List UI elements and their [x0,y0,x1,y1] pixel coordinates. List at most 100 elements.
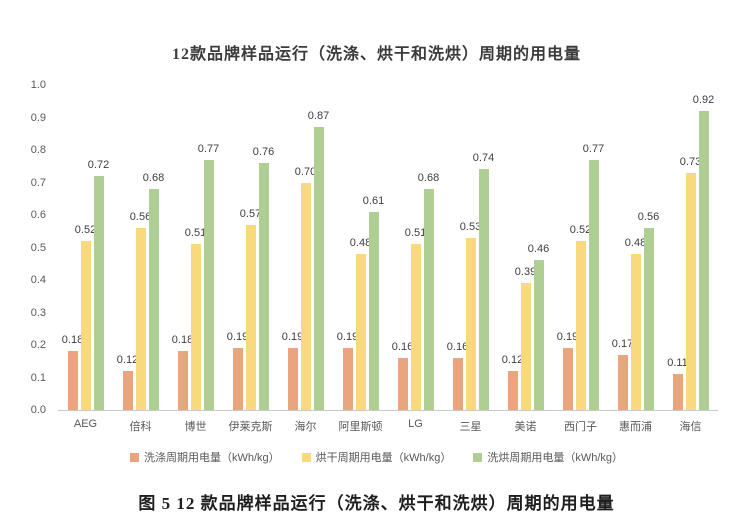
bar-dry [80,241,91,410]
bar-washdry [643,228,654,410]
y-tick-label: 0.7 [30,176,46,189]
y-tick-label: 0.1 [30,371,46,384]
bar-dry [190,244,201,410]
bar-value-label: 0.52 [74,224,97,236]
bar-value-label: 0.57 [239,208,262,220]
bar-dry [300,183,311,410]
bar-value-label: 0.77 [582,143,605,155]
legend-label: 洗涤周期用电量（kWh/kg） [143,452,280,464]
bar-wash [232,348,243,410]
x-axis-label: 三星 [459,421,482,433]
bar-value-label: 0.16 [391,341,414,353]
bar-dry [685,173,696,410]
x-axis-label: 伊莱克斯 [228,421,273,433]
bar-value-label: 0.48 [624,237,647,249]
bar-value-label: 0.76 [252,146,275,158]
bar-value-label: 0.18 [171,334,194,346]
bar-washdry [533,260,544,410]
bar-value-label: 0.18 [61,334,84,346]
legend-item-dry: 烘干周期用电量（kWh/kg） [301,449,452,465]
x-axis-label: 海尔 [294,421,317,433]
bar-value-label: 0.17 [611,338,634,350]
bar-wash [672,374,683,410]
x-axis-label: 西门子 [564,421,597,433]
bar-wash [617,355,628,410]
bar-value-label: 0.48 [349,237,372,249]
bar-wash [177,351,188,410]
bar-value-label: 0.39 [514,266,537,278]
bar-value-label: 0.12 [501,354,524,366]
y-tick-label: 0.0 [30,404,46,416]
bar-wash [507,371,518,410]
bar-value-label: 0.11 [667,357,688,369]
legend-swatch-wash [129,452,139,462]
bar-value-label: 0.19 [281,331,304,343]
legend-swatch-washdry [473,452,483,462]
bar-value-label: 0.56 [129,211,152,223]
legend-item-wash: 洗涤周期用电量（kWh/kg） [129,449,280,465]
bar-dry [520,283,531,410]
bar-wash [287,348,298,410]
bar-value-label: 0.72 [87,159,110,171]
bar-value-label: 0.46 [527,243,550,255]
legend-label: 洗烘周期用电量（kWh/kg） [487,452,624,464]
bar-value-label: 0.52 [569,224,592,236]
x-axis-label: 美诺 [514,421,537,433]
bar-value-label: 0.77 [197,143,220,155]
y-tick-label: 0.2 [30,339,46,351]
bar-dry [410,244,421,410]
bar-value-label: 0.51 [184,227,207,239]
x-axis-label: 博世 [184,421,207,433]
bar-dry [465,238,476,410]
y-axis: 1.0 0.9 0.8 0.7 0.6 0.5 0.4 0.3 0.2 0.1 0.0 [0,79,50,416]
bar-value-label: 0.19 [336,331,359,343]
x-axis-label: AEG [73,418,98,430]
bar-wash [122,371,133,410]
bar-wash [562,348,573,410]
x-axis-label: 海信 [679,421,702,433]
bar-value-label: 0.68 [142,172,165,184]
plot-area: 0.18 0.52 0.72 AEG 0.12 0.56 0.68 倍科 0.18 0.51 0.7… [58,85,718,433]
bar-wash [397,358,408,410]
legend-label: 烘干周期用电量（kWh/kg） [315,452,452,464]
figure-caption: 图 5 12 款品牌样品运行（洗涤、烘干和洗烘）周期的用电量 [138,494,615,513]
bar-value-label: 0.16 [446,341,469,353]
bar-dry [135,228,146,410]
y-tick-label: 0.6 [30,209,46,221]
bar-wash [342,348,353,410]
bar-value-label: 0.56 [637,211,660,223]
legend: 洗涤周期用电量（kWh/kg） 烘干周期用电量（kWh/kg） 洗烘周期用电量（kW… [0,449,753,465]
x-axis-label: 倍科 [129,421,152,433]
bar-value-label: 0.61 [362,195,385,207]
bar-value-label: 0.19 [556,331,579,343]
y-tick-label: 1.0 [30,79,46,91]
y-tick-label: 0.9 [30,111,46,124]
bar-wash [67,351,78,410]
bar-washdry [313,127,324,410]
bar-washdry [148,189,159,410]
y-tick-label: 0.8 [30,144,46,156]
bar-dry [630,254,641,410]
bar-value-label: 0.12 [116,354,139,366]
bar-value-label: 0.70 [294,166,317,178]
bar-washdry [588,160,599,410]
bar-value-label: 0.19 [226,331,249,343]
x-axis-label: 惠而浦 [619,421,652,433]
bar-dry [355,254,366,410]
bar-washdry [423,189,434,410]
y-tick-label: 0.4 [30,274,46,286]
bar-dry [245,225,256,410]
bar-washdry [93,176,104,410]
chart-title: 12款品牌样品运行（洗涤、烘干和洗烘）周期的用电量 [171,46,581,63]
bar-wash [452,358,463,410]
bar-value-label: 0.92 [692,94,715,106]
bar-value-label: 0.68 [417,172,440,184]
bar-washdry [698,111,709,410]
bar-value-label: 0.73 [679,156,702,168]
bar-washdry [258,163,269,410]
bar-washdry [203,160,214,410]
bar-value-label: 0.53 [459,221,482,233]
bar-value-label: 0.51 [404,227,427,239]
legend-item-washdry: 洗烘周期用电量（kWh/kg） [473,449,623,465]
